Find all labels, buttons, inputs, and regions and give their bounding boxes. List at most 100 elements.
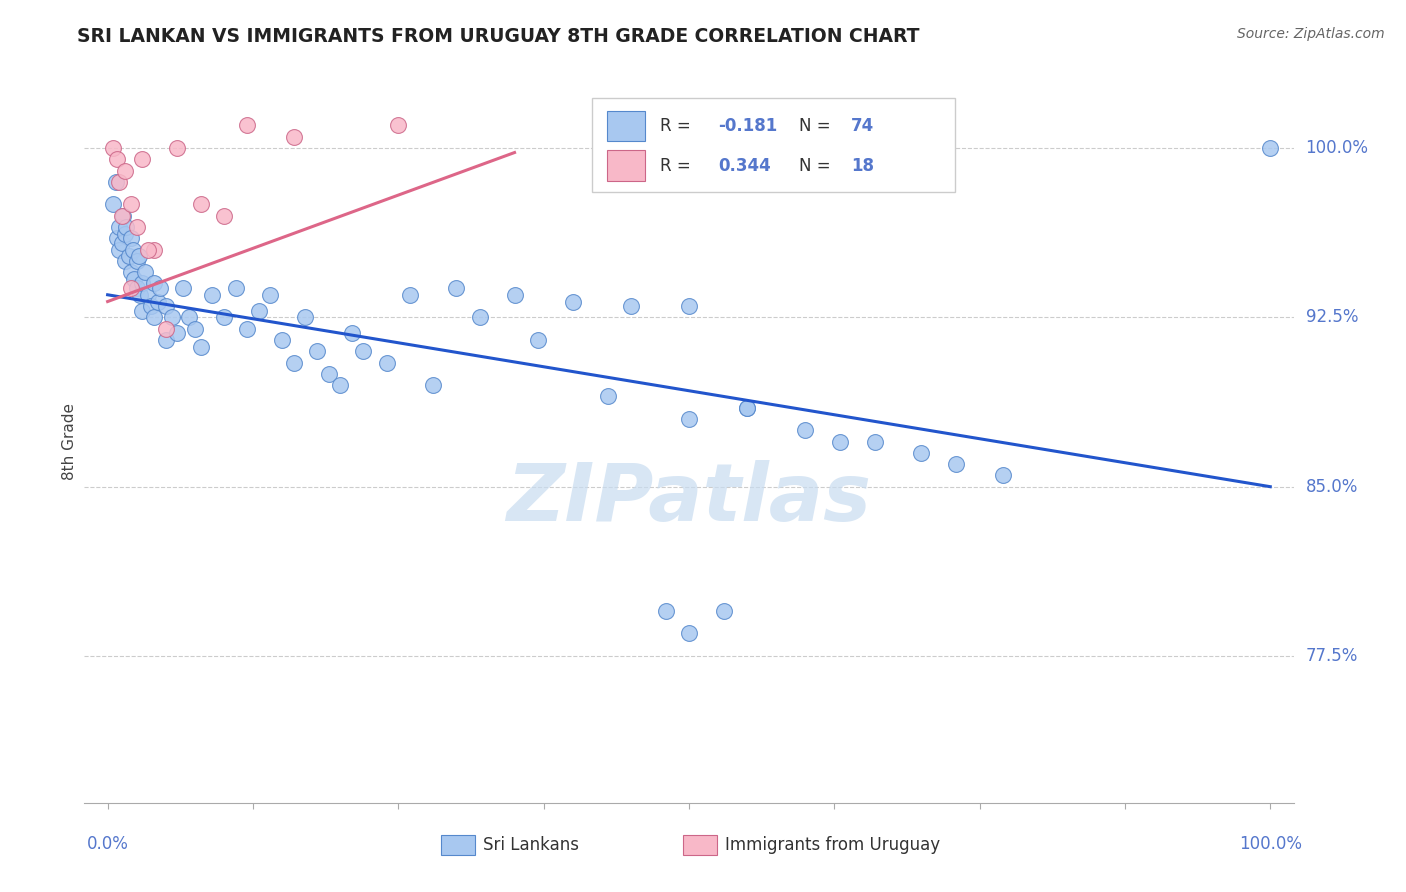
Point <box>678 626 700 640</box>
Text: -0.181: -0.181 <box>718 117 778 135</box>
Point <box>143 310 166 325</box>
Point <box>125 253 148 268</box>
Point <box>422 378 444 392</box>
Point <box>103 141 125 155</box>
Text: N =: N = <box>799 156 835 175</box>
Point <box>104 175 127 189</box>
Point <box>212 310 235 325</box>
Point <box>399 287 422 301</box>
Text: SRI LANKAN VS IMMIGRANTS FROM URUGUAY 8TH GRADE CORRELATION CHART: SRI LANKAN VS IMMIGRANTS FROM URUGUAY 8T… <box>77 27 920 45</box>
Point <box>201 287 224 301</box>
Point <box>103 197 125 211</box>
Point <box>468 310 491 325</box>
Point <box>236 321 259 335</box>
Point <box>136 287 159 301</box>
Text: R =: R = <box>659 156 696 175</box>
Point <box>124 272 146 286</box>
Point <box>329 378 352 392</box>
Point <box>735 401 758 415</box>
Point <box>155 321 177 335</box>
Point <box>108 243 131 257</box>
Point <box>190 340 212 354</box>
Text: 92.5%: 92.5% <box>1306 309 1358 326</box>
Text: 0.0%: 0.0% <box>87 835 128 854</box>
Point <box>863 434 886 449</box>
Point <box>318 367 340 381</box>
Point <box>340 326 363 340</box>
Point <box>134 265 156 279</box>
Point <box>294 310 316 325</box>
Point <box>114 227 136 241</box>
FancyBboxPatch shape <box>441 835 475 855</box>
Point <box>143 243 166 257</box>
Point <box>105 231 128 245</box>
Point <box>114 163 136 178</box>
Point <box>830 434 852 449</box>
Point <box>110 235 132 250</box>
Point <box>352 344 374 359</box>
Point <box>131 277 153 291</box>
Point <box>155 333 177 347</box>
Point <box>114 253 136 268</box>
Text: 74: 74 <box>851 117 875 135</box>
Point <box>143 277 166 291</box>
Text: N =: N = <box>799 117 835 135</box>
Point <box>120 265 142 279</box>
Point <box>283 129 305 144</box>
Point <box>945 457 967 471</box>
Point <box>160 310 183 325</box>
Point <box>120 231 142 245</box>
FancyBboxPatch shape <box>683 835 717 855</box>
Point <box>166 141 188 155</box>
Point <box>120 281 142 295</box>
Point <box>375 355 398 369</box>
Point <box>259 287 281 301</box>
FancyBboxPatch shape <box>607 111 645 141</box>
Point <box>139 299 162 313</box>
Point <box>596 389 619 403</box>
Point <box>283 355 305 369</box>
Point <box>713 604 735 618</box>
Text: 100.0%: 100.0% <box>1239 835 1302 854</box>
Point <box>155 299 177 313</box>
Point <box>125 281 148 295</box>
Point <box>654 604 676 618</box>
Point <box>446 281 468 295</box>
Point <box>184 321 207 335</box>
Point <box>128 249 150 263</box>
Point <box>131 303 153 318</box>
Point <box>149 281 172 295</box>
Point <box>115 220 138 235</box>
Point <box>177 310 200 325</box>
Text: ZIPatlas: ZIPatlas <box>506 460 872 539</box>
Point <box>794 423 817 437</box>
Point <box>991 468 1014 483</box>
Point <box>131 153 153 167</box>
Point <box>271 333 294 347</box>
Point <box>166 326 188 340</box>
Text: 18: 18 <box>851 156 875 175</box>
Point <box>122 243 145 257</box>
Text: 85.0%: 85.0% <box>1306 478 1358 496</box>
Point <box>136 243 159 257</box>
Text: Immigrants from Uruguay: Immigrants from Uruguay <box>725 836 941 854</box>
Point <box>120 197 142 211</box>
Point <box>503 287 526 301</box>
Point <box>105 153 128 167</box>
Point <box>620 299 643 313</box>
Point <box>225 281 247 295</box>
Point <box>305 344 328 359</box>
Point <box>678 412 700 426</box>
Point <box>190 197 212 211</box>
Point <box>387 119 409 133</box>
Text: 100.0%: 100.0% <box>1306 139 1368 157</box>
Point <box>1258 141 1281 155</box>
Point <box>527 333 550 347</box>
Point <box>247 303 270 318</box>
Point <box>129 287 152 301</box>
Point <box>561 294 583 309</box>
Text: Sri Lankans: Sri Lankans <box>484 836 579 854</box>
Point <box>735 401 758 415</box>
Point <box>146 294 169 309</box>
Point <box>111 209 134 223</box>
